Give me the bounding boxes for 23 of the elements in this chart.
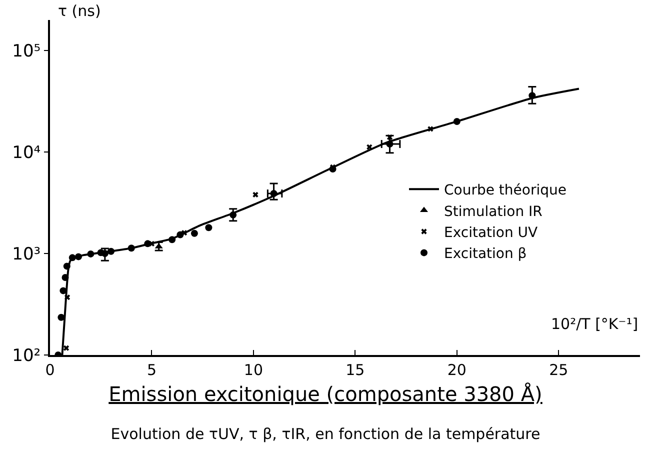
point [205, 224, 212, 232]
legend-label: Courbe théorique [444, 182, 566, 199]
y-tick-label: 10⁴ [12, 142, 41, 163]
y-tick-label: 10⁵ [12, 42, 41, 62]
y-axis-title: τ (ns) [58, 2, 101, 20]
x-tick-label: 15 [346, 361, 365, 379]
y-tick-label: 10³ [12, 244, 41, 264]
x-tick-label: 0 [45, 361, 55, 379]
y-tick-label: 10² [12, 346, 41, 366]
x-tick-label: 25 [549, 361, 568, 379]
legend-label: Excitation UV [444, 224, 538, 241]
point [190, 230, 198, 237]
point [252, 192, 258, 198]
point [63, 345, 70, 351]
x-tick-label: 10 [244, 361, 263, 379]
x-axis-title: 10²/T [°K⁻¹] [551, 315, 638, 333]
legend-label: Stimulation IR [444, 204, 543, 220]
text: Emission excitonique (composante 3380 Å) [108, 382, 542, 406]
x-tick-label: 20 [447, 361, 466, 379]
point [386, 134, 393, 140]
x-tick-label: 5 [146, 361, 156, 379]
text: Evolution de τUV, τ β, τIR, en fonction de la température [110, 425, 542, 443]
legend-label: Excitation β [444, 246, 527, 262]
